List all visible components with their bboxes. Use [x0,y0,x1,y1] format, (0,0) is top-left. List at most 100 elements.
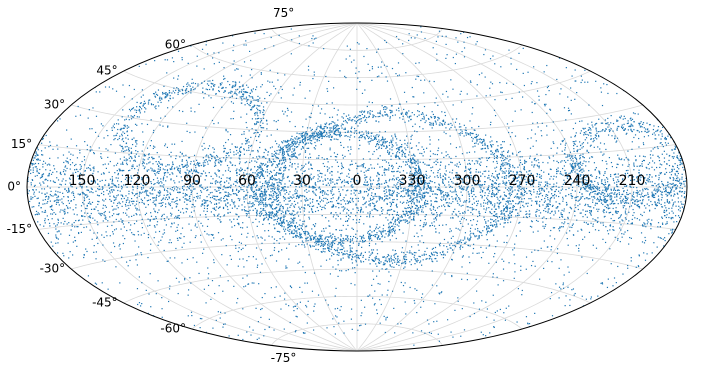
scatter-point [614,196,616,198]
scatter-point [631,176,633,178]
scatter-point [413,344,415,346]
scatter-point [553,142,555,145]
scatter-point [376,253,379,255]
scatter-point [84,215,86,218]
scatter-point [496,162,498,164]
scatter-point [460,188,463,190]
scatter-point [284,157,286,159]
scatter-point [464,212,466,214]
scatter-point [594,180,596,182]
scatter-point [263,335,265,337]
scatter-point [425,181,427,184]
scatter-point [473,302,475,304]
scatter-point [291,164,293,166]
scatter-point [392,249,394,251]
scatter-point [497,145,499,147]
scatter-point [311,168,313,170]
scatter-point [209,192,212,194]
scatter-point [355,189,357,191]
scatter-point [648,179,651,181]
scatter-point [530,184,532,186]
scatter-point [193,324,196,327]
scatter-point [593,139,595,142]
scatter-point [609,203,611,205]
scatter-point [485,335,487,337]
scatter-point [574,69,576,71]
scatter-point [322,200,324,202]
scatter-point [625,185,627,187]
scatter-point [538,165,540,167]
scatter-point [592,191,595,193]
scatter-point [433,80,435,83]
scatter-point [633,165,635,167]
scatter-point [232,63,234,65]
scatter-point [345,194,347,196]
scatter-point [618,158,620,160]
scatter-point [111,127,113,129]
scatter-point [555,207,557,209]
scatter-point [199,197,201,199]
scatter-point [55,213,57,215]
scatter-point [477,215,479,218]
scatter-point [121,188,123,190]
scatter-point [278,185,280,187]
scatter-point [190,311,193,313]
scatter-point [255,307,257,309]
scatter-point [550,196,553,199]
scatter-point [281,249,283,251]
scatter-point [532,184,534,186]
scatter-point [93,251,95,253]
scatter-point [584,69,586,71]
scatter-point [114,245,116,248]
scatter-point [483,208,485,210]
scatter-point [158,230,161,233]
scatter-point [122,212,125,214]
scatter-point [508,127,510,129]
scatter-point [498,203,500,205]
scatter-point [539,173,541,176]
scatter-point [144,197,146,199]
scatter-point [414,185,417,187]
scatter-point [203,207,206,209]
scatter-point [94,182,97,184]
scatter-point [385,191,388,193]
scatter-point [136,172,139,174]
scatter-point [87,117,89,119]
scatter-point [222,42,224,44]
scatter-point [141,163,144,165]
scatter-point [574,204,576,206]
scatter-point [210,298,212,300]
scatter-point [503,177,506,179]
scatter-point [666,201,668,203]
scatter-point [48,195,50,198]
scatter-point [592,199,594,201]
scatter-point [539,176,541,178]
scatter-point [262,209,264,211]
scatter-point [278,34,280,36]
scatter-point [434,209,436,212]
scatter-point [435,163,437,166]
scatter-point [543,240,545,242]
scatter-point [268,182,270,184]
scatter-point [456,163,458,165]
scatter-point [528,210,531,212]
scatter-point [65,160,67,162]
scatter-point [115,266,117,268]
scatter-point [208,95,210,97]
scatter-point [203,68,205,70]
scatter-point [506,241,508,244]
scatter-point [496,189,498,191]
scatter-point [91,180,93,182]
scatter-point [32,196,34,199]
scatter-point [621,233,623,235]
scatter-point [132,185,134,188]
scatter-point [622,207,624,209]
scatter-point [310,163,312,165]
scatter-point [483,205,485,207]
scatter-point [252,209,254,211]
scatter-point [592,201,594,203]
scatter-point [47,198,49,200]
scatter-point [477,171,480,173]
scatter-point [446,201,448,204]
scatter-point [132,175,135,177]
